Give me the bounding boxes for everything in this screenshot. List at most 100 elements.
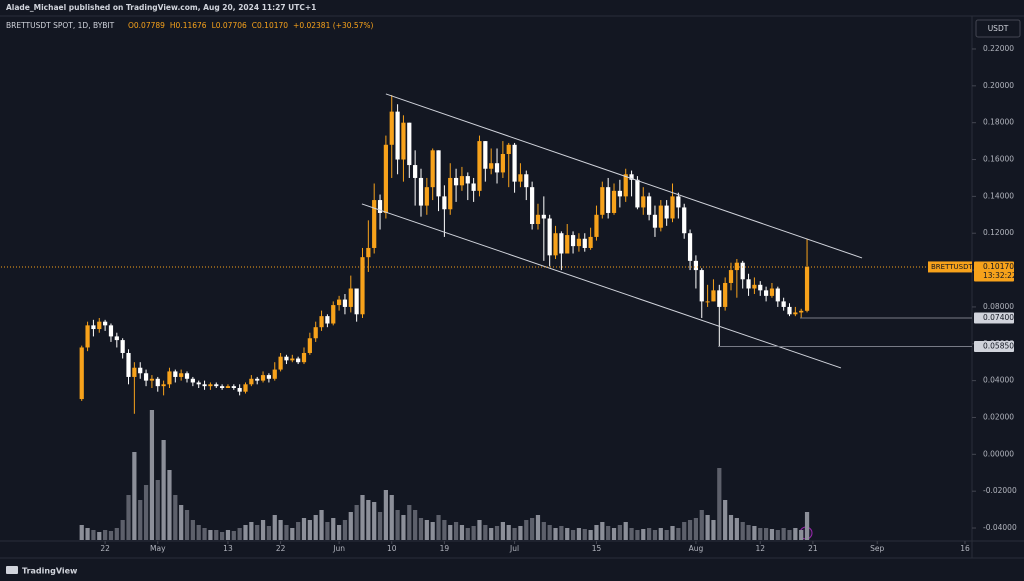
volume-bar bbox=[138, 500, 143, 540]
candle-body bbox=[652, 214, 658, 228]
candle-body bbox=[629, 174, 634, 180]
volume-bar bbox=[547, 525, 552, 540]
x-tick-label: 13 bbox=[223, 544, 233, 553]
candle-body bbox=[641, 196, 646, 208]
volume-bar bbox=[635, 530, 640, 540]
volume-bar bbox=[500, 522, 505, 540]
candle-body bbox=[734, 262, 739, 271]
candle-body bbox=[530, 187, 535, 225]
volume-bar bbox=[231, 531, 236, 540]
candle-body bbox=[453, 177, 459, 186]
candle-body bbox=[541, 214, 546, 219]
candle-body bbox=[717, 290, 722, 307]
y-tick-label: 0.08000 bbox=[983, 302, 1014, 311]
volume-bar bbox=[442, 520, 447, 540]
volume-bar bbox=[518, 526, 523, 540]
volume-bar bbox=[600, 522, 605, 540]
y-tick-label: 0.14000 bbox=[983, 191, 1014, 200]
level-tag bbox=[974, 341, 1014, 353]
candle-body bbox=[401, 122, 406, 160]
volume-bar bbox=[453, 522, 459, 540]
candle-body bbox=[524, 174, 529, 188]
volume-bar bbox=[424, 520, 429, 540]
volume-bar bbox=[711, 520, 716, 540]
level-label: 0.05850 bbox=[983, 342, 1014, 351]
candle-body bbox=[459, 176, 465, 186]
candle-body bbox=[746, 279, 751, 289]
candle-body bbox=[647, 196, 652, 215]
volume-bar bbox=[793, 528, 798, 540]
legend-value: O0.07789 bbox=[128, 21, 165, 30]
candle-body bbox=[547, 218, 552, 256]
volume-bar bbox=[641, 529, 646, 540]
volume-bar bbox=[108, 531, 114, 540]
y-tick-label: 0.18000 bbox=[983, 118, 1014, 127]
y-tick-label: 0.20000 bbox=[983, 81, 1014, 90]
candle-body bbox=[758, 284, 763, 291]
candle-body bbox=[167, 371, 172, 385]
volume-bar bbox=[155, 480, 160, 540]
y-tick-label: 0.12000 bbox=[983, 228, 1014, 237]
candle-body bbox=[149, 378, 155, 381]
candle-body bbox=[377, 200, 383, 213]
candle-body bbox=[354, 288, 359, 315]
candle-body bbox=[266, 375, 272, 379]
candle-body bbox=[635, 179, 640, 208]
volume-bar bbox=[734, 518, 739, 540]
candle-body bbox=[132, 367, 137, 377]
candle-body bbox=[196, 382, 201, 385]
candle-body bbox=[243, 384, 248, 392]
volume-bar bbox=[237, 528, 242, 540]
volume-bar bbox=[202, 528, 207, 540]
candle-body bbox=[161, 384, 166, 387]
volume-bar bbox=[629, 528, 634, 540]
volume-bar bbox=[179, 505, 184, 540]
volume-bar bbox=[588, 530, 593, 540]
candle-body bbox=[255, 378, 260, 381]
currency-box[interactable] bbox=[975, 19, 1021, 38]
candle-body bbox=[565, 235, 570, 254]
volume-bar bbox=[143, 485, 149, 540]
candle-body bbox=[775, 288, 780, 302]
candle-body bbox=[611, 190, 617, 213]
volume-bar bbox=[670, 526, 675, 540]
candle-body bbox=[342, 299, 348, 307]
level-tag bbox=[974, 312, 1014, 324]
volume-bar bbox=[342, 520, 348, 540]
candle-body bbox=[85, 325, 90, 348]
candle-body bbox=[477, 141, 482, 191]
volume-bar bbox=[594, 525, 599, 540]
candle-body bbox=[190, 378, 195, 383]
candle-body bbox=[395, 111, 400, 160]
volume-bar bbox=[220, 532, 225, 540]
volume-bar bbox=[313, 515, 318, 540]
volume-bar bbox=[576, 528, 582, 540]
volume-bar bbox=[682, 522, 687, 540]
volume-bar bbox=[243, 525, 248, 540]
volume-bar bbox=[184, 510, 190, 540]
candle-body bbox=[120, 340, 125, 353]
volume-bar bbox=[483, 525, 488, 540]
volume-bar bbox=[336, 525, 342, 540]
volume-bar bbox=[582, 529, 587, 540]
candle-body bbox=[763, 290, 769, 296]
legend-value: H0.11676 bbox=[170, 21, 207, 30]
legend-value: L0.07706 bbox=[212, 21, 247, 30]
x-tick-label: Aug bbox=[689, 544, 704, 553]
x-tick-label: Sep bbox=[870, 544, 884, 553]
volume-bar bbox=[769, 529, 775, 540]
candle-body bbox=[126, 352, 131, 377]
volume-bar bbox=[366, 500, 371, 540]
volume-bar bbox=[401, 515, 406, 540]
volume-bar bbox=[114, 528, 119, 540]
volume-bar bbox=[249, 522, 254, 540]
volume-bar bbox=[225, 530, 231, 540]
candle-body bbox=[740, 262, 745, 280]
y-tick-label: 0.02000 bbox=[983, 412, 1014, 421]
volume-bar bbox=[530, 518, 535, 540]
volume-bar bbox=[799, 530, 804, 540]
volume-bar bbox=[278, 520, 283, 540]
volume-bar bbox=[459, 525, 465, 540]
candle-body bbox=[366, 247, 371, 258]
candle-body bbox=[418, 177, 424, 206]
